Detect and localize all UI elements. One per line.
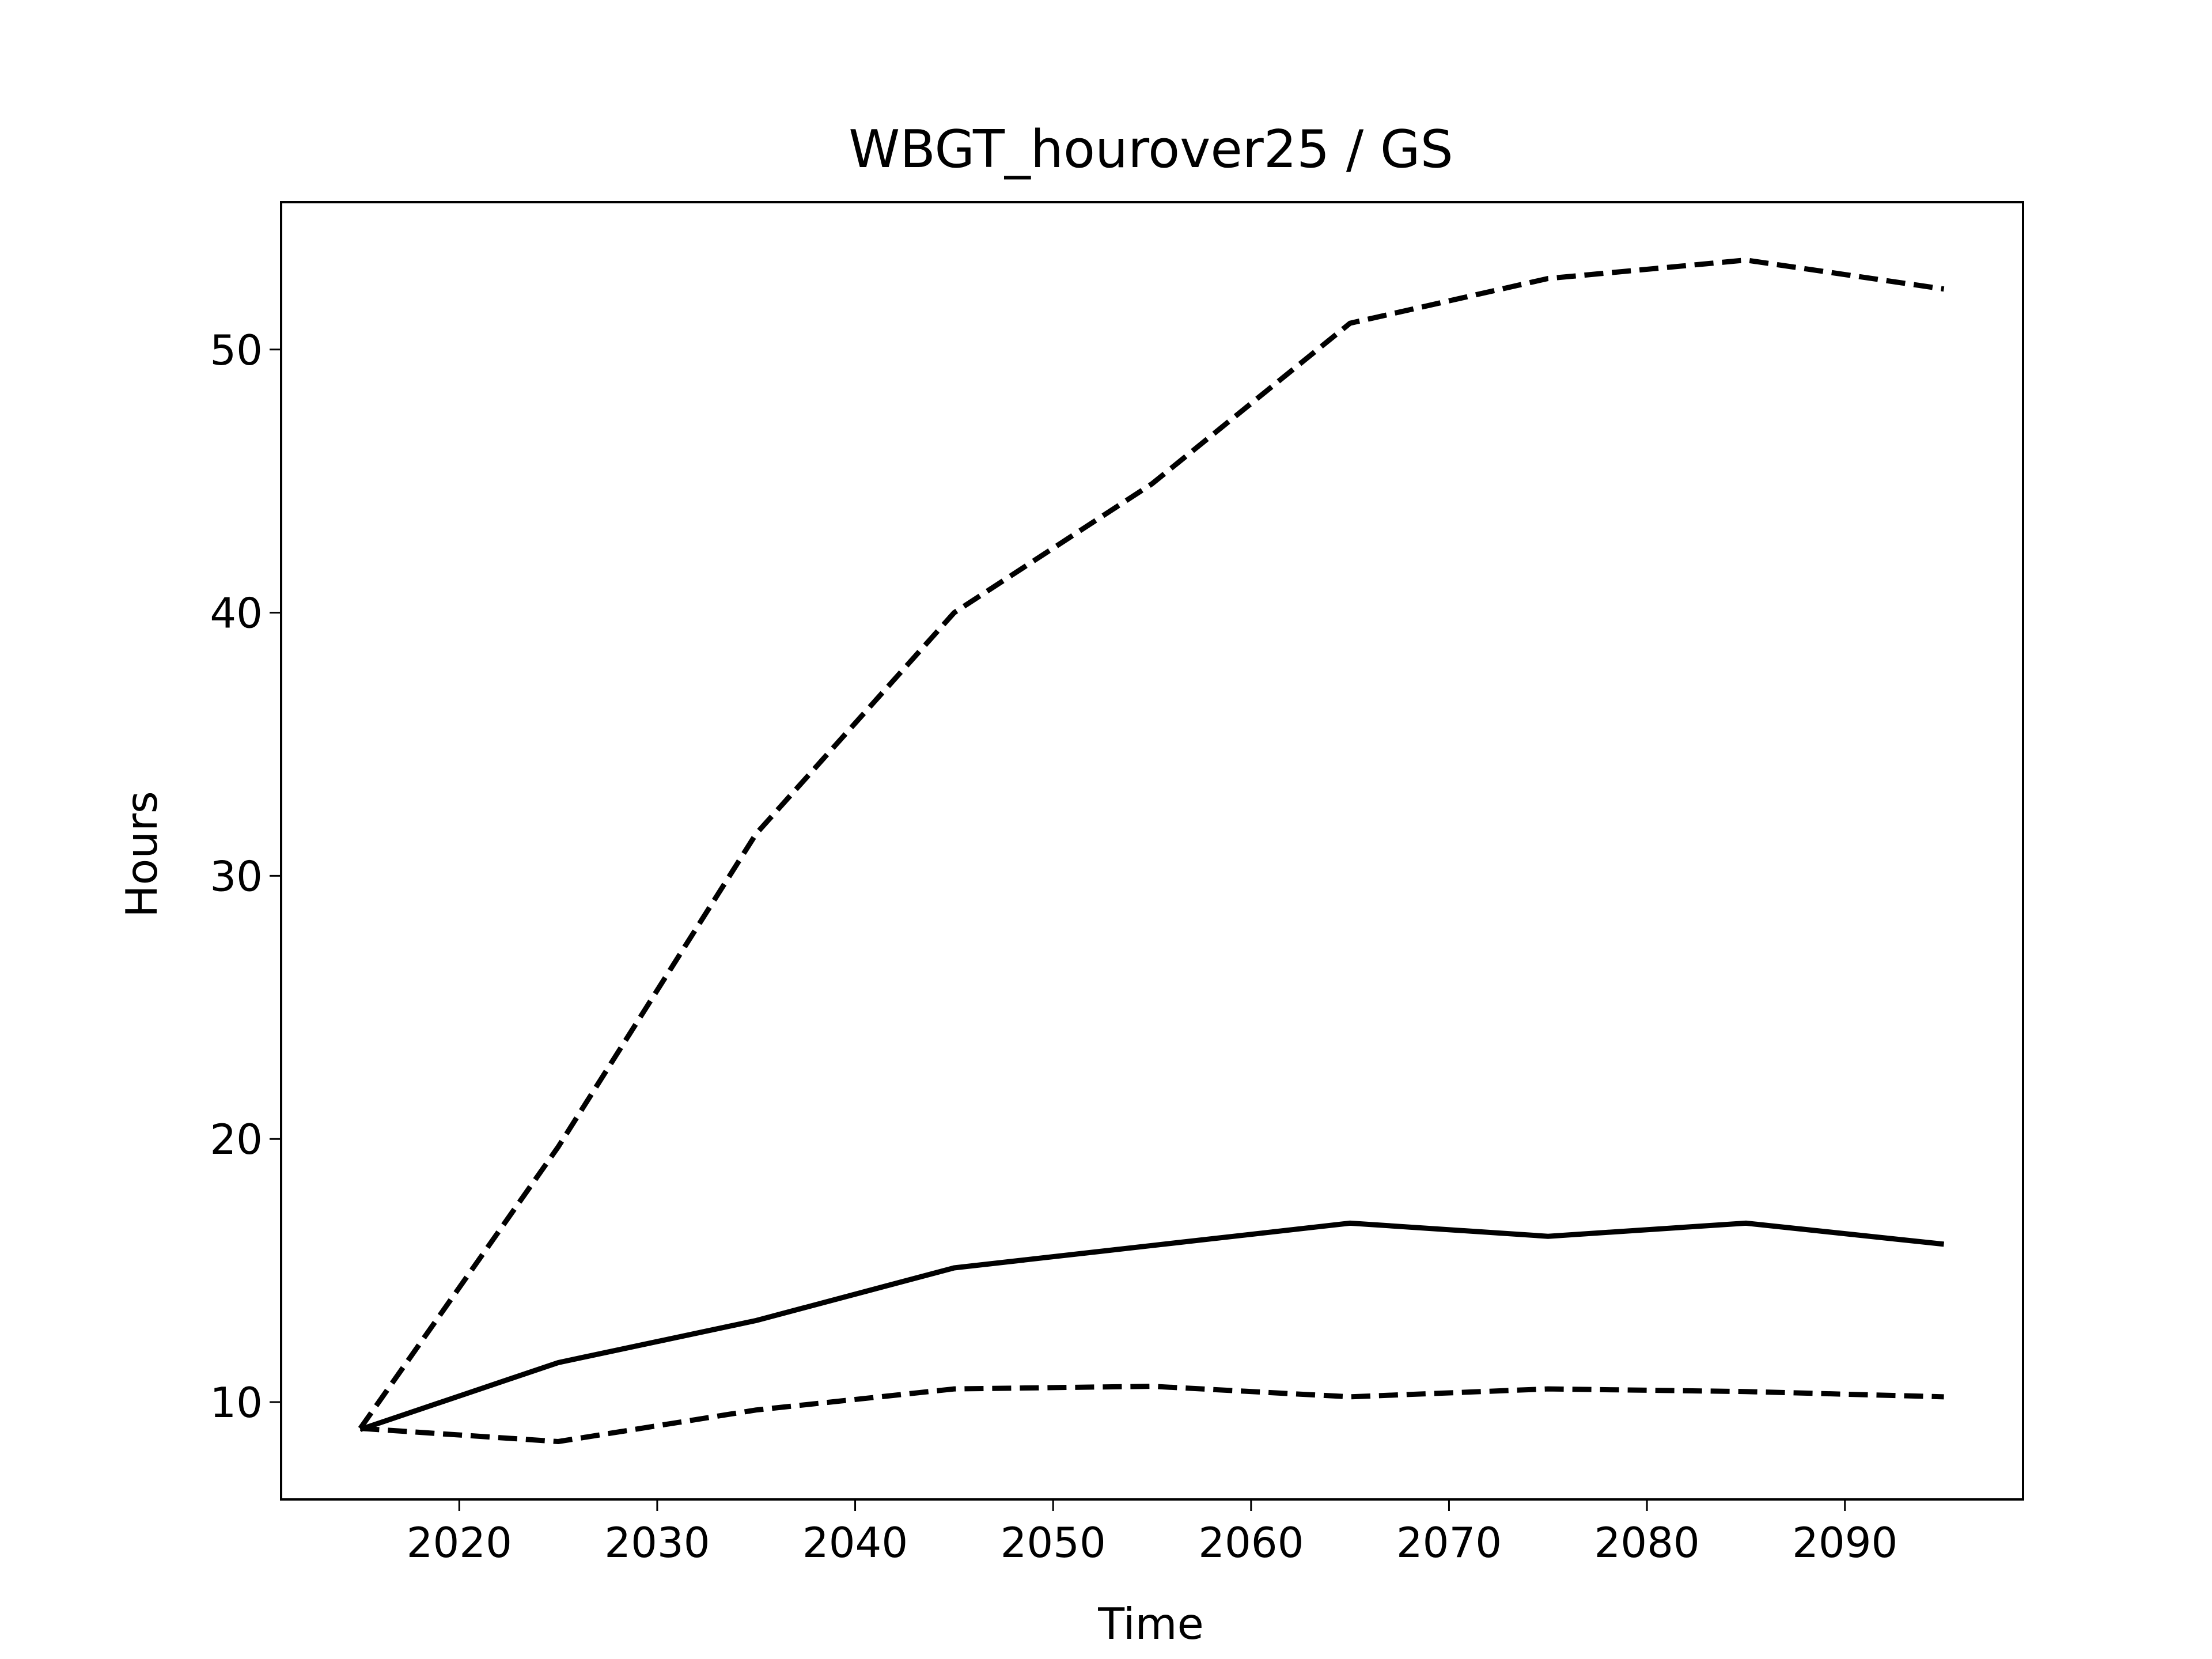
x-tick-label: 2030 [604,1518,710,1567]
y-tick-label: 40 [210,589,263,638]
x-tick-label: 2060 [1198,1518,1304,1567]
y-tick-label: 50 [210,326,263,374]
x-tick-label: 2020 [407,1518,512,1567]
x-tick-label: 2080 [1594,1518,1699,1567]
series-line [360,1384,1944,1445]
x-axis-label: Time [1097,1599,1204,1649]
x-tick-label: 2050 [1001,1518,1106,1567]
x-tick-label: 2090 [1792,1518,1897,1567]
x-tick-label: 2070 [1396,1518,1502,1567]
series-line [359,1220,1945,1432]
series-line [358,257,1945,1430]
y-tick-label: 10 [210,1378,263,1427]
chart-title: WBGT_hourover25 / GS [849,119,1453,180]
x-tick-label: 2040 [802,1518,908,1567]
y-tick-label: 20 [210,1115,263,1164]
y-tick-label: 30 [210,852,263,900]
plot-frame [280,201,2024,1501]
y-axis-label: Hours [116,791,167,918]
